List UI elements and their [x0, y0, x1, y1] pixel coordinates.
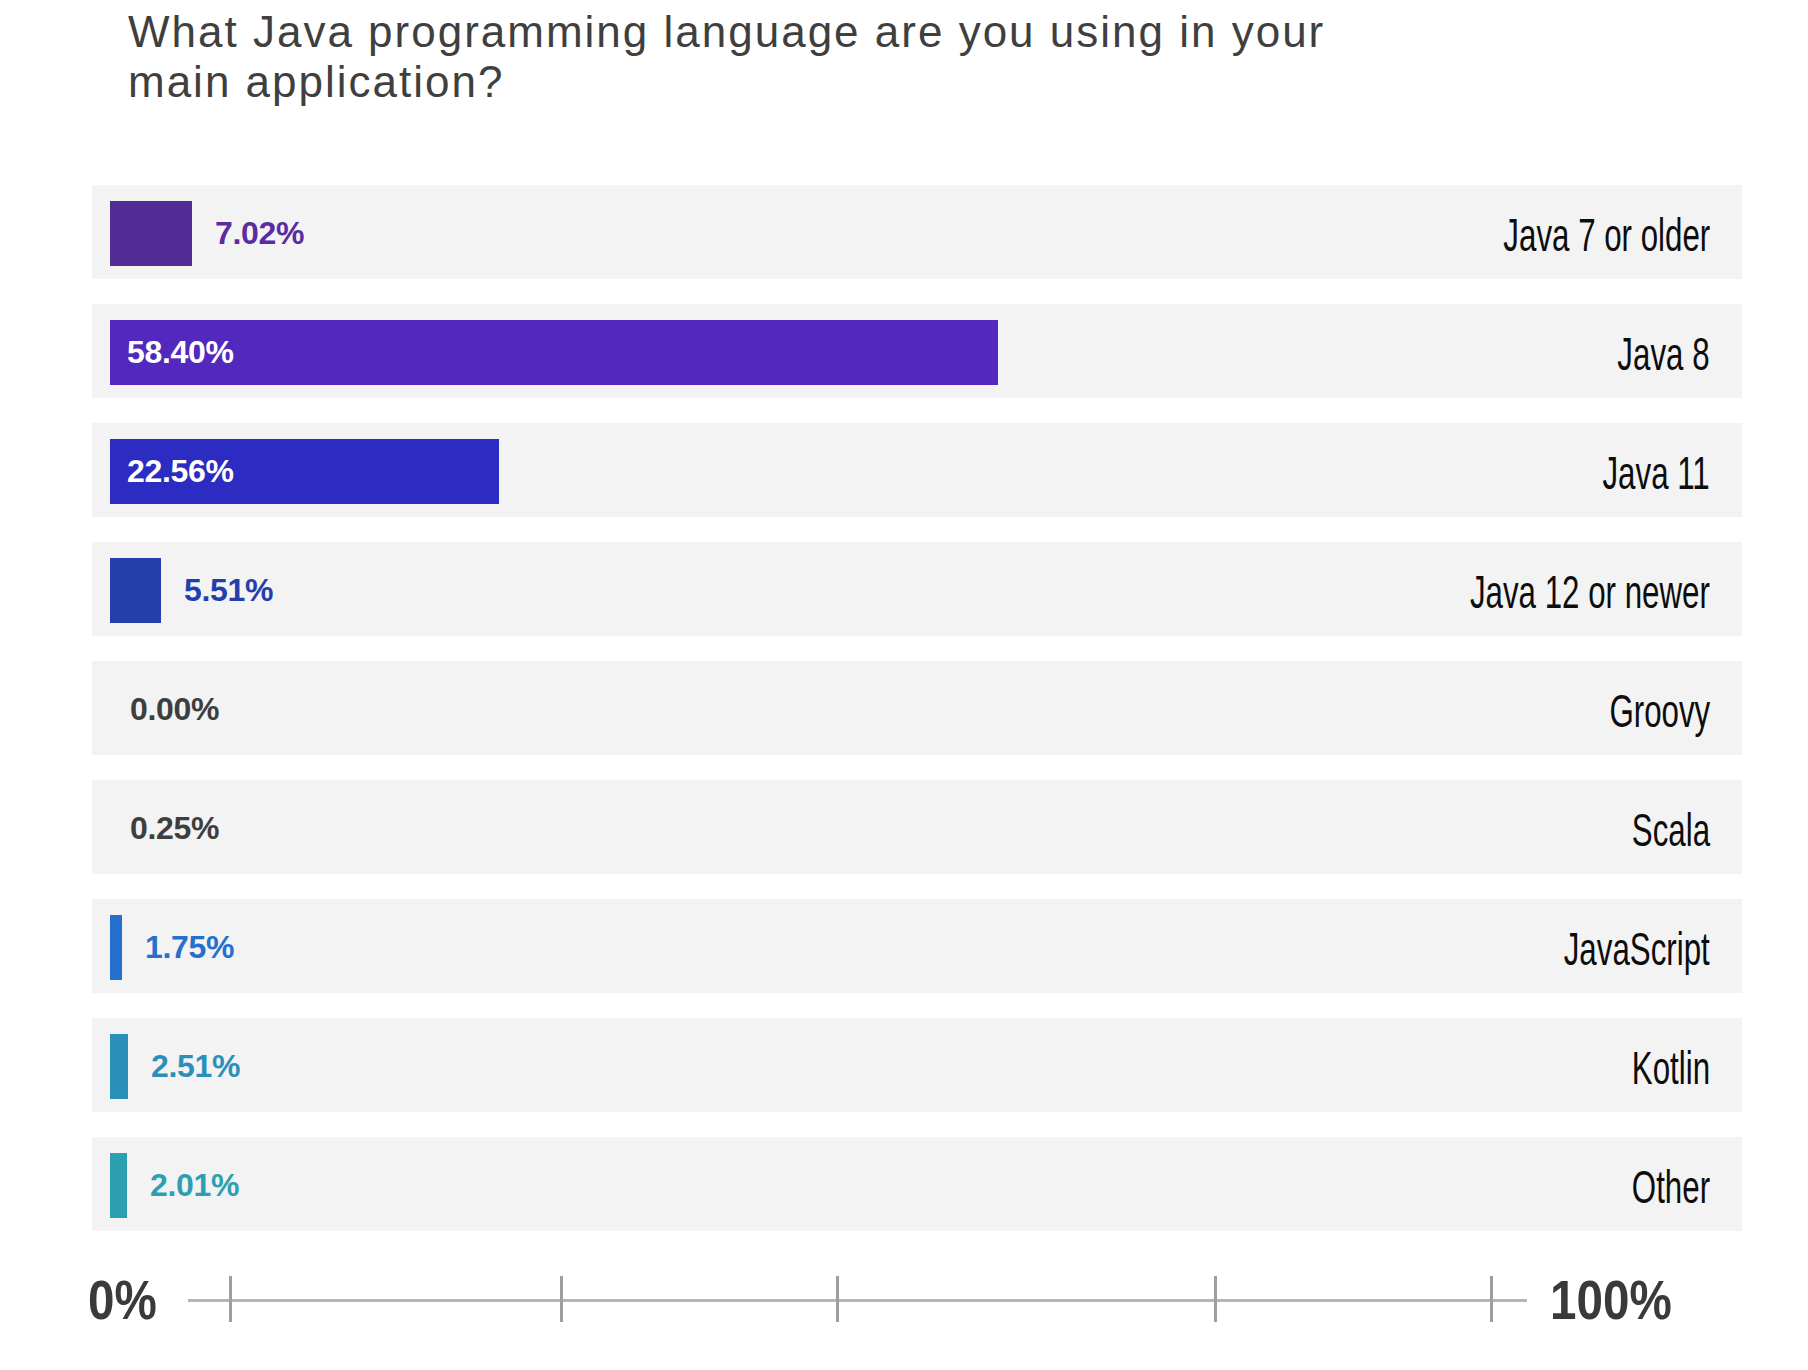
category-label: Groovy — [1609, 661, 1710, 755]
value-label: 2.01% — [150, 1153, 239, 1218]
x-axis-max-label: 100% — [1550, 1270, 1672, 1330]
bar — [110, 915, 122, 980]
x-axis-min-label: 0% — [88, 1270, 157, 1330]
bar-row: 1.75% JavaScript — [92, 899, 1742, 993]
bar — [110, 1034, 128, 1099]
bar-row: 22.56% Java 11 — [92, 423, 1742, 517]
x-axis-tick — [836, 1276, 839, 1322]
value-label: 2.51% — [151, 1034, 240, 1099]
x-axis-tick — [1214, 1276, 1217, 1322]
category-label: Java 7 or older — [1503, 185, 1710, 279]
bar-row: 0.00% Groovy — [92, 661, 1742, 755]
value-label: 7.02% — [215, 201, 304, 266]
chart-title: What Java programming language are you u… — [128, 7, 1428, 107]
category-label: Java 12 or newer — [1470, 542, 1710, 636]
value-label: 5.51% — [184, 558, 273, 623]
category-label: Scala — [1632, 780, 1710, 874]
x-axis-line — [188, 1299, 1527, 1302]
value-label: 58.40% — [127, 320, 234, 385]
bar — [110, 320, 998, 385]
value-label: 0.25% — [130, 796, 219, 861]
value-label: 1.75% — [145, 915, 234, 980]
value-label: 22.56% — [127, 439, 234, 504]
bar-row: 2.51% Kotlin — [92, 1018, 1742, 1112]
category-label: Kotlin — [1632, 1018, 1710, 1112]
bar-row: 0.25% Scala — [92, 780, 1742, 874]
bar — [110, 558, 161, 623]
category-label: Java 8 — [1618, 304, 1710, 398]
x-axis-tick — [560, 1276, 563, 1322]
bar-row: 7.02% Java 7 or older — [92, 185, 1742, 279]
category-label: JavaScript — [1564, 899, 1710, 993]
bar-row: 5.51% Java 12 or newer — [92, 542, 1742, 636]
poll-results-chart: What Java programming language are you u… — [0, 0, 1808, 1370]
bar-row: 2.01% Other — [92, 1137, 1742, 1231]
bar — [110, 1153, 127, 1218]
x-axis-tick — [1490, 1276, 1493, 1322]
bar — [110, 201, 192, 266]
category-label: Java 11 — [1603, 423, 1710, 517]
x-axis-tick — [229, 1276, 232, 1322]
value-label: 0.00% — [130, 677, 219, 742]
bar-row: 58.40% Java 8 — [92, 304, 1742, 398]
category-label: Other — [1632, 1137, 1710, 1231]
